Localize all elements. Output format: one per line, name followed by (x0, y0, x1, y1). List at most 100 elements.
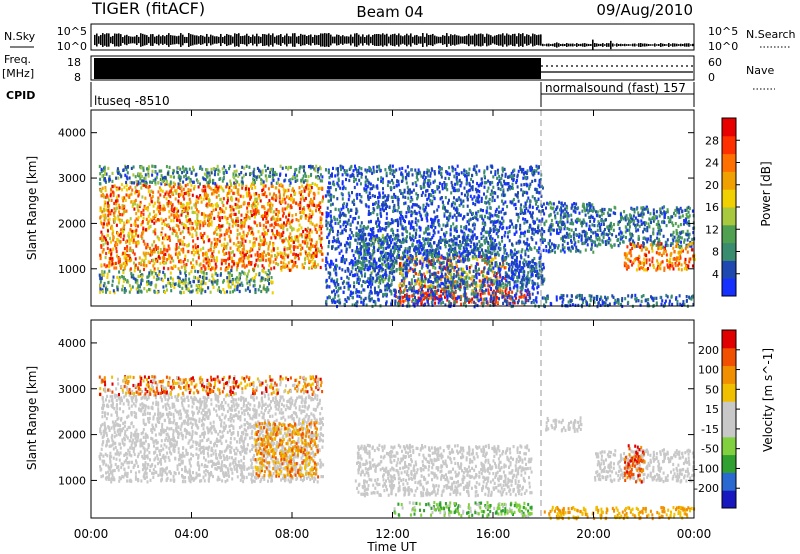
power-cell (243, 253, 246, 257)
power-cell (198, 166, 201, 170)
power-cell (144, 228, 147, 232)
power-cell (310, 238, 313, 242)
power-cell (247, 215, 249, 219)
power-cell (162, 204, 165, 208)
power-cell (592, 250, 595, 254)
power-cell (281, 184, 284, 188)
power-cell (300, 247, 302, 252)
power-cell (648, 225, 651, 229)
power-cell (268, 264, 271, 268)
power-cell (222, 280, 225, 284)
power-cell (566, 217, 569, 221)
power-cell (454, 250, 457, 254)
power-cell (268, 252, 270, 256)
nsky-bar (420, 36, 422, 44)
power-cell (595, 236, 598, 240)
power-cell (587, 236, 590, 240)
power-cell (119, 235, 122, 239)
power-cell (172, 226, 175, 230)
power-cell (590, 246, 593, 250)
power-cell (645, 253, 648, 257)
power-cell (296, 229, 299, 233)
power-cell (678, 256, 681, 260)
power-cell (581, 230, 584, 234)
power-cell (623, 210, 626, 214)
nsky-bar (306, 36, 308, 44)
power-cell (270, 184, 273, 188)
power-cell (466, 286, 469, 290)
nsky-bar (668, 43, 670, 47)
power-cell (285, 165, 288, 170)
power-cell (554, 250, 556, 254)
power-cell (481, 291, 484, 295)
power-cell (428, 262, 431, 266)
power-cell (291, 265, 294, 269)
power-cell (581, 204, 584, 208)
power-cell (685, 208, 688, 212)
power-cell (139, 261, 142, 265)
power-cell (137, 180, 140, 184)
power-cell (240, 219, 243, 223)
nsky-bar (106, 33, 108, 47)
power-cell (202, 279, 205, 283)
power-cell (470, 300, 473, 304)
power-cell (355, 259, 358, 263)
power-cell (546, 294, 549, 298)
power-cell (599, 303, 602, 307)
power-cell (226, 279, 229, 283)
power-cell (554, 244, 557, 248)
nsky-bar (348, 36, 350, 44)
power-cell (126, 219, 129, 223)
power-cell (608, 236, 611, 241)
power-cell (657, 261, 660, 266)
power-cell (215, 167, 218, 171)
power-cell (487, 248, 490, 252)
power-cell (137, 182, 140, 186)
power-cell (228, 264, 231, 268)
power-cell (499, 288, 502, 292)
power-cell (187, 287, 190, 291)
power-cell (455, 300, 458, 304)
power-cell (659, 244, 662, 248)
power-cell (678, 211, 681, 215)
power-cell (184, 206, 187, 210)
power-cell (119, 219, 122, 223)
power-cell (134, 233, 137, 237)
power-cell (267, 278, 269, 282)
power-cell (208, 186, 211, 190)
power-cell (207, 216, 210, 220)
power-cell (119, 257, 121, 261)
power-cell (630, 232, 633, 236)
power-cell (108, 198, 110, 202)
power-cell (294, 179, 297, 183)
power-cell (120, 232, 122, 236)
power-cell (275, 194, 278, 198)
power-cell (598, 236, 601, 240)
power-cell (218, 223, 220, 228)
power-cell (300, 233, 303, 237)
power-cell (561, 300, 564, 304)
power-cell (687, 222, 690, 226)
nsky-bar (274, 36, 276, 44)
power-cell (250, 211, 253, 215)
power-cell (259, 238, 262, 242)
power-cell (116, 167, 119, 171)
power-cell (269, 167, 272, 172)
nsky-bar (584, 43, 586, 47)
power-cell (582, 218, 585, 222)
power-cell (269, 206, 272, 210)
power-cell (570, 218, 573, 222)
nsky-bar (320, 33, 322, 47)
power-cell (513, 301, 516, 305)
power-cell (123, 289, 126, 293)
power-cell (633, 210, 636, 214)
power-cell (111, 190, 114, 194)
power-cell (259, 199, 262, 203)
power-cell (579, 250, 582, 254)
power-cell (635, 257, 638, 261)
power-cell (560, 210, 563, 214)
power-cell (181, 230, 184, 234)
power-cell (279, 164, 282, 168)
power-cell (133, 200, 136, 204)
power-cell (234, 284, 237, 288)
